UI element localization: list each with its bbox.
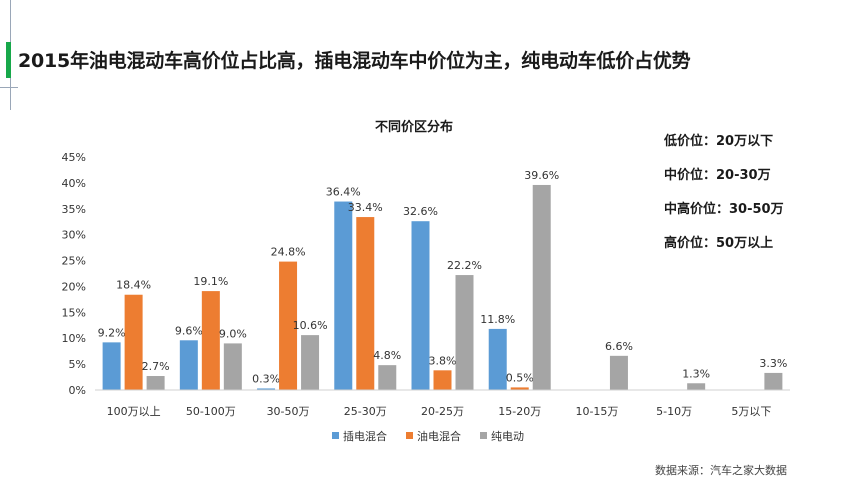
bar — [223, 343, 242, 390]
data-label: 4.8% — [373, 349, 401, 362]
data-label: 19.1% — [193, 275, 228, 288]
bars: 9.2% 18.4% 2.7% 9.6% 19.1% 9.0% 0.3% 24.8% 10.6%… — [98, 169, 787, 390]
y-tick-label: 10% — [62, 332, 86, 345]
data-label: 18.4% — [116, 279, 151, 292]
bar — [687, 383, 706, 390]
bar — [356, 217, 375, 390]
x-tick-label: 30-50万 — [267, 405, 310, 418]
y-tick-label: 30% — [62, 229, 86, 242]
data-label: 2.7% — [142, 360, 170, 373]
legend-label: 油电混合 — [417, 429, 461, 443]
y-axis: 0% 5% 10% 15% 20% 25% 30% 35% 40% 45% — [62, 151, 86, 397]
bar — [257, 388, 276, 390]
x-tick-label: 25-30万 — [344, 405, 387, 418]
data-label: 9.0% — [219, 327, 247, 340]
price-note-low: 低价位：20万以下 — [664, 134, 774, 149]
data-label: 0.3% — [252, 372, 280, 385]
bar — [334, 201, 353, 390]
bar — [532, 184, 551, 390]
data-label: 22.2% — [447, 259, 482, 272]
legend-swatch — [406, 432, 413, 439]
x-tick-label: 50-100万 — [186, 405, 236, 418]
x-tick-label: 100万以上 — [107, 405, 161, 418]
y-tick-label: 15% — [62, 306, 86, 319]
x-tick-label: 15-20万 — [498, 405, 541, 418]
legend: 插电混合 油电混合 纯电动 — [332, 429, 524, 443]
bar — [378, 365, 397, 390]
x-tick-label: 5万以下 — [731, 405, 771, 418]
data-label: 9.6% — [175, 324, 203, 337]
y-tick-label: 0% — [69, 384, 86, 397]
bar — [764, 372, 783, 390]
bar — [510, 387, 529, 390]
price-note-mid: 中价位：20-30万 — [664, 168, 771, 183]
y-tick-label: 20% — [62, 280, 86, 293]
y-tick-label: 35% — [62, 203, 86, 216]
bar — [301, 335, 320, 390]
y-tick-label: 25% — [62, 255, 86, 268]
data-label: 9.2% — [98, 326, 126, 339]
data-source: 数据来源：汽车之家大数据 — [655, 464, 787, 477]
bar — [124, 294, 143, 390]
data-label: 0.5% — [506, 371, 534, 384]
data-label: 32.6% — [403, 205, 438, 218]
y-tick-label: 40% — [62, 177, 86, 190]
bar — [609, 355, 628, 390]
legend-swatch — [480, 432, 487, 439]
bar — [279, 261, 298, 390]
data-label: 3.3% — [759, 357, 787, 370]
legend-label: 插电混合 — [343, 429, 387, 443]
bar — [433, 370, 452, 390]
bar — [201, 291, 220, 390]
page-title: 2015年油电混动车高价位占比高，插电混动车中价位为主，纯电动车低价占优势 — [18, 50, 691, 72]
data-label: 3.8% — [429, 354, 457, 367]
bar — [179, 340, 198, 390]
bar — [488, 328, 507, 390]
legend-swatch — [332, 432, 339, 439]
x-tick-label: 5-10万 — [656, 405, 692, 418]
title-accent-bar — [6, 42, 11, 78]
y-tick-label: 45% — [62, 151, 86, 164]
data-label: 39.6% — [524, 169, 559, 182]
bar — [455, 275, 474, 390]
chart-title: 不同价区分布 — [375, 119, 453, 135]
bar — [102, 342, 121, 390]
x-tick-label: 10-15万 — [575, 405, 618, 418]
data-label: 24.8% — [271, 246, 306, 259]
y-tick-label: 5% — [69, 358, 86, 371]
price-note-high: 高价位：50万以上 — [664, 236, 774, 251]
data-label: 6.6% — [605, 340, 633, 353]
data-label: 11.8% — [480, 313, 515, 326]
data-label: 36.4% — [326, 186, 361, 199]
x-tick-label: 20-25万 — [421, 405, 464, 418]
bar — [146, 376, 165, 390]
price-note-mid-high: 中高价位：30-50万 — [664, 202, 784, 217]
data-label: 33.4% — [348, 201, 383, 214]
data-label: 10.6% — [293, 319, 328, 332]
x-axis: 100万以上 50-100万 30-50万 25-30万 20-25万 15-20万 10-… — [95, 389, 790, 418]
data-label: 1.3% — [682, 367, 710, 380]
legend-label: 纯电动 — [491, 430, 524, 443]
bar — [411, 221, 430, 390]
frame-line-horizontal — [0, 87, 18, 88]
